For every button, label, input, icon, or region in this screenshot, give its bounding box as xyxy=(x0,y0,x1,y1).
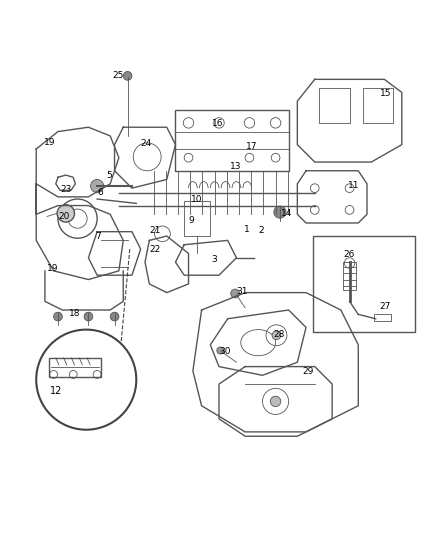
Circle shape xyxy=(272,331,281,340)
Text: 15: 15 xyxy=(379,89,391,98)
Text: 27: 27 xyxy=(380,302,391,311)
Circle shape xyxy=(91,180,104,192)
Text: 20: 20 xyxy=(58,212,69,221)
Circle shape xyxy=(123,71,132,80)
Text: 13: 13 xyxy=(230,162,241,171)
Text: 11: 11 xyxy=(348,181,360,190)
Text: 10: 10 xyxy=(191,195,202,204)
Bar xyxy=(176,110,289,171)
Circle shape xyxy=(57,205,74,222)
Text: 17: 17 xyxy=(246,142,258,151)
Circle shape xyxy=(110,312,119,321)
Text: 12: 12 xyxy=(49,385,62,395)
Text: 23: 23 xyxy=(60,184,71,193)
Text: 18: 18 xyxy=(69,309,80,318)
Bar xyxy=(49,358,102,377)
Text: 3: 3 xyxy=(212,255,218,264)
Text: 14: 14 xyxy=(281,209,292,218)
Text: 1: 1 xyxy=(244,225,250,234)
Text: 16: 16 xyxy=(212,119,223,128)
Text: 21: 21 xyxy=(149,227,160,235)
Text: 25: 25 xyxy=(112,70,124,79)
Bar xyxy=(319,88,350,123)
Bar xyxy=(374,314,391,321)
Text: 7: 7 xyxy=(95,231,101,240)
Bar xyxy=(184,201,210,236)
Text: 28: 28 xyxy=(273,330,285,339)
Text: 5: 5 xyxy=(106,171,112,180)
Text: 29: 29 xyxy=(303,367,314,376)
Text: 19: 19 xyxy=(44,138,56,147)
Text: 24: 24 xyxy=(140,139,152,148)
Circle shape xyxy=(53,312,62,321)
FancyBboxPatch shape xyxy=(313,236,415,332)
Text: 22: 22 xyxy=(149,245,160,254)
Text: 9: 9 xyxy=(189,216,194,225)
Circle shape xyxy=(274,206,286,218)
Text: 31: 31 xyxy=(236,287,247,296)
Circle shape xyxy=(217,347,224,354)
Text: 2: 2 xyxy=(258,227,264,235)
Circle shape xyxy=(231,289,240,298)
Text: 30: 30 xyxy=(220,347,231,356)
Circle shape xyxy=(84,312,93,321)
Text: 19: 19 xyxy=(47,264,59,273)
Circle shape xyxy=(270,396,281,407)
Bar xyxy=(363,88,393,123)
Bar xyxy=(343,262,356,290)
Text: 6: 6 xyxy=(98,188,103,197)
Text: 26: 26 xyxy=(343,250,354,259)
